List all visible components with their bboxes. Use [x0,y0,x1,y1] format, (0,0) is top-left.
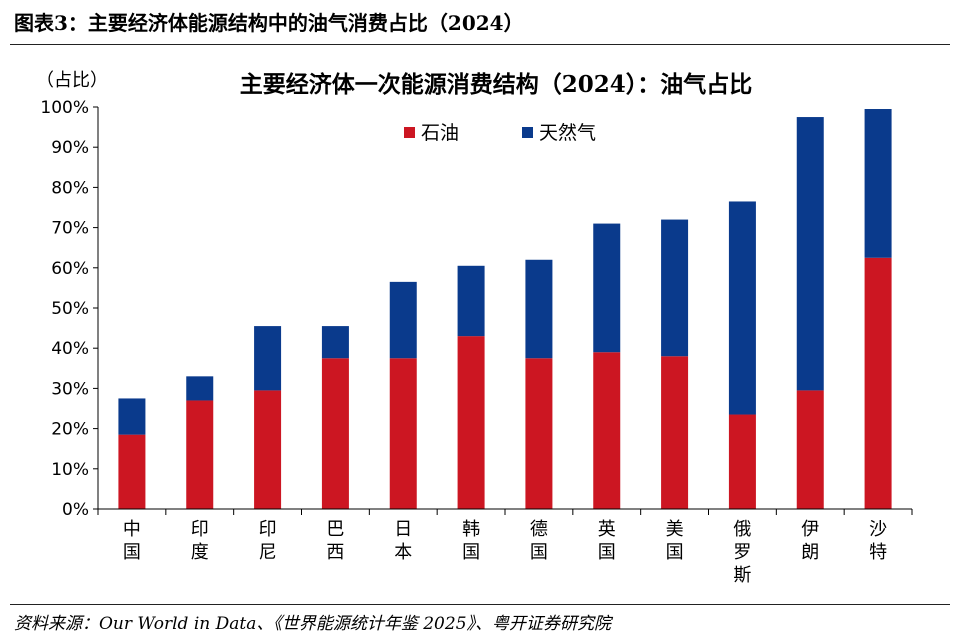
x-tick-label: 俄罗斯 [733,519,751,586]
bar-segment [457,265,485,337]
x-tick-label: 印度 [191,519,209,563]
legend-swatch [522,127,533,138]
y-tick-label: 90% [51,138,89,158]
bar-segment [525,358,553,509]
y-axis-unit-label: （占比） [36,70,108,91]
bar-segment [186,376,214,401]
bar-segment [661,219,689,357]
y-tick-label: 30% [51,379,89,399]
x-tick-label: 英国 [598,519,616,563]
y-tick-label: 60% [51,259,89,279]
bar-segment [864,109,892,258]
x-tick-label: 印尼 [259,519,277,563]
bars [118,109,892,509]
bar-segment [389,281,417,359]
bar-segment [796,117,824,391]
x-tick-label: 德国 [530,519,548,563]
bar-segment [254,390,282,509]
figure-title: 图表3：主要经济体能源结构中的油气消费占比（2024） [14,11,524,35]
bar-segment [593,223,621,353]
legend: 石油 天然气 [404,122,596,144]
x-tick-label: 日本 [394,519,412,563]
y-tick-label: 80% [51,178,89,198]
x-tick-label: 沙特 [869,519,887,563]
y-tick-label: 70% [51,219,89,239]
top-divider [10,44,950,45]
x-axis: 中国 印度 印尼 巴西 日本 韩国 德国 英国 美国 俄罗斯 伊朗 沙特 [97,508,913,586]
bar-segment [796,390,824,509]
bar-segment [661,356,689,509]
bar-segment [389,358,417,509]
bar-segment [118,434,146,509]
legend-label: 石油 [421,122,459,144]
y-axis: 0% 10% 20% 30% 40% 50% 60% 70% 80% 90% 100% [40,98,99,520]
bar-segment [593,352,621,509]
y-tick-label: 10% [51,460,89,480]
y-tick-label: 100% [40,98,89,118]
bar-segment [254,326,282,391]
chart-title: 主要经济体一次能源消费结构（2024）：油气占比 [240,71,753,98]
y-tick-label: 40% [51,339,89,359]
y-tick-label: 0% [62,500,89,520]
x-tick-label: 美国 [666,519,684,563]
bar-segment [728,414,756,509]
legend-label: 天然气 [539,122,596,144]
legend-swatch [404,127,415,138]
bar-segment [321,326,349,359]
x-tick-label: 伊朗 [801,519,819,563]
bar-segment [186,400,214,509]
x-tick-label: 韩国 [462,519,480,563]
bar-segment [525,259,553,359]
bar-segment [118,398,146,435]
bar-segment [864,257,892,509]
y-tick-label: 20% [51,420,89,440]
x-tick-label: 巴西 [326,519,344,563]
stacked-bar-chart: 主要经济体一次能源消费结构（2024）：油气占比 （占比） 石油 天然气 0% 10… [36,70,913,586]
bottom-divider [10,604,950,605]
bar-segment [728,201,756,415]
bar-segment [457,336,485,509]
bar-segment [321,358,349,509]
x-tick-label: 中国 [123,519,141,563]
source-note: 资料来源：Our World in Data、《世界能源统计年鉴 2025》、粤… [14,614,612,634]
y-tick-label: 50% [51,299,89,319]
